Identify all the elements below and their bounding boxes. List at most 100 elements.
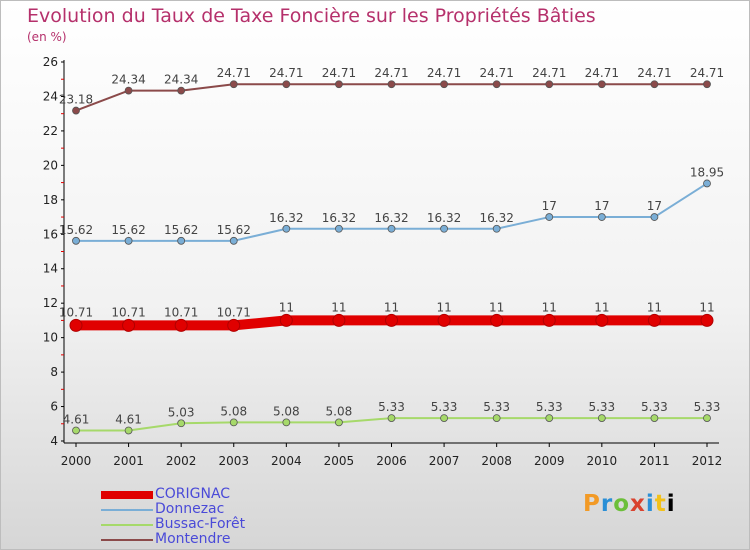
y-tick-label: 10	[43, 331, 58, 345]
data-point	[227, 318, 241, 332]
data-label: 5.33	[641, 400, 668, 414]
y-tick-label: 24	[43, 89, 58, 103]
data-label: 5.33	[694, 400, 721, 414]
logo-letter: i	[645, 491, 655, 517]
y-tick-label: 4	[50, 434, 58, 448]
data-point	[124, 86, 133, 95]
data-label: 15.62	[164, 223, 198, 237]
data-label: 10.71	[164, 305, 198, 319]
data-label: 5.08	[273, 404, 300, 418]
x-tick-label: 2005	[324, 454, 355, 468]
data-label: 4.61	[63, 412, 90, 426]
data-point	[124, 236, 133, 245]
data-point	[282, 80, 291, 89]
data-label: 24.71	[479, 66, 513, 80]
data-point	[387, 80, 396, 89]
data-label: 16.32	[427, 211, 461, 225]
data-label: 24.34	[164, 73, 198, 87]
y-tick-label: 18	[43, 193, 58, 207]
data-label: 5.33	[483, 400, 510, 414]
y-tick-label: 14	[43, 262, 58, 276]
data-point	[440, 224, 448, 233]
data-label: 11	[647, 300, 662, 314]
data-label: 15.62	[217, 223, 251, 237]
x-tick-label: 2011	[639, 454, 670, 468]
y-tick-label: 8	[50, 365, 58, 379]
data-point	[650, 414, 659, 422]
unit-label: (en %)	[27, 30, 67, 44]
data-label: 18.95	[690, 165, 724, 179]
data-label: 24.71	[374, 66, 408, 80]
data-point	[282, 224, 291, 233]
y-tick-label: 26	[43, 55, 58, 69]
data-label: 10.71	[111, 305, 145, 319]
data-point	[700, 313, 714, 327]
data-label: 24.71	[585, 66, 619, 80]
data-point	[72, 106, 80, 115]
data-label: 23.18	[59, 93, 93, 107]
line-chart: 4 6 8 10 12 14 16 18 20 22 24 26 2000 2001 2002 2003 200…	[43, 55, 724, 468]
data-label: 17	[542, 199, 557, 213]
data-label: 5.03	[168, 405, 195, 419]
data-label: 24.71	[637, 66, 671, 80]
x-tick-label: 2006	[376, 454, 407, 468]
data-label: 24.71	[427, 66, 461, 80]
y-tick-label: 6	[50, 400, 58, 414]
data-point	[542, 313, 556, 327]
data-point	[229, 418, 238, 427]
y-tick-label: 16	[43, 227, 58, 241]
data-point	[282, 418, 291, 427]
data-point	[703, 80, 711, 89]
data-point	[595, 313, 609, 327]
series-line	[75, 83, 708, 112]
data-point	[597, 80, 606, 89]
data-label: 16.32	[479, 211, 513, 225]
logo-letter: x	[630, 491, 646, 517]
data-point	[650, 80, 659, 89]
x-tick-label: 2008	[481, 454, 512, 468]
data-point	[72, 236, 80, 245]
data-label: 16.32	[269, 211, 303, 225]
x-tick-label: 2003	[218, 454, 249, 468]
legend-swatch	[101, 538, 153, 541]
data-point	[177, 86, 186, 95]
data-point	[650, 213, 659, 221]
y-tick-label: 20	[43, 158, 58, 172]
data-point	[387, 414, 396, 422]
data-label: 15.62	[111, 223, 145, 237]
logo-letter: r	[600, 491, 614, 517]
data-label: 24.71	[217, 66, 251, 80]
series-bussac-for-t: 4.61 4.61 5.03 5.08 5.08 5.08 5.33 5.33 5.33 5.33…	[63, 400, 721, 435]
data-point	[440, 80, 448, 89]
data-label: 24.71	[690, 66, 724, 80]
series-montendre: 23.18 24.34 24.34 24.71 24.71 24.71 24.71 24.71…	[59, 66, 724, 115]
data-point	[335, 224, 343, 233]
data-label: 5.33	[431, 400, 458, 414]
data-point	[492, 414, 501, 422]
data-point	[72, 426, 80, 435]
data-label: 11	[699, 300, 714, 314]
legend-label: Montendre	[155, 531, 231, 547]
legend-item: Donnezac	[101, 501, 245, 517]
series-layer: 23.18 24.34 24.34 24.71 24.71 24.71 24.71 24.71…	[59, 66, 724, 435]
data-label: 11	[436, 300, 451, 314]
data-label: 10.71	[59, 305, 93, 319]
data-label: 17	[647, 199, 662, 213]
data-label: 5.08	[326, 404, 353, 418]
data-label: 5.08	[220, 404, 247, 418]
legend-label: Donnezac	[155, 501, 225, 517]
data-label: 5.33	[536, 400, 563, 414]
legend-item: Montendre	[101, 531, 245, 547]
data-point	[647, 313, 661, 327]
data-point	[597, 414, 606, 422]
data-point	[437, 313, 451, 327]
data-label: 24.34	[111, 73, 145, 87]
legend-swatch	[101, 490, 153, 499]
x-tick-label: 2000	[61, 454, 92, 468]
series-corignac: 10.71 10.71 10.71 10.71 11 11 11 11 11 11 11 11 11	[59, 300, 715, 332]
data-label: 11	[542, 300, 557, 314]
data-point	[545, 80, 554, 89]
data-label: 17	[594, 199, 609, 213]
x-tick-label: 2012	[692, 454, 723, 468]
